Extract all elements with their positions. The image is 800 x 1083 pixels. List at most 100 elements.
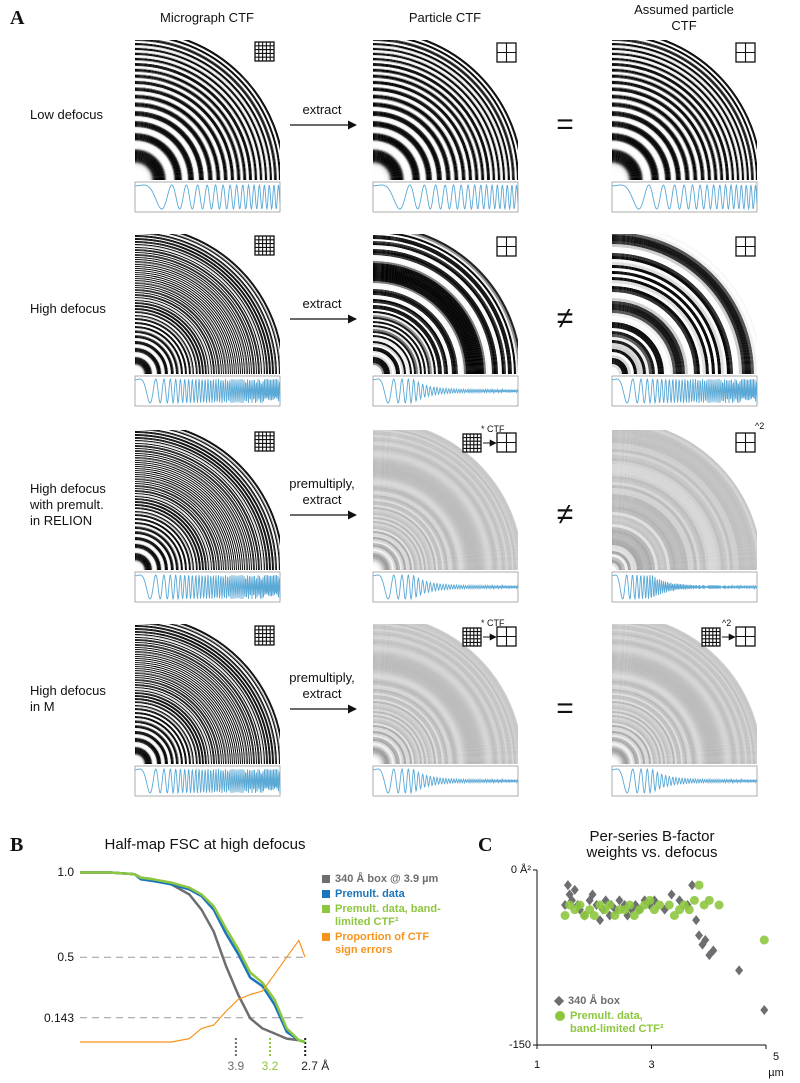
row-label: High defocus — [30, 301, 106, 316]
relation-symbol: ≠ — [556, 498, 574, 531]
grid-icon — [735, 236, 756, 257]
legend-swatch — [555, 1011, 565, 1021]
profile-line — [135, 767, 281, 795]
grid-icon — [735, 626, 756, 647]
icon-note: ^2 — [755, 421, 765, 431]
point — [580, 911, 590, 920]
profile-line — [373, 767, 519, 795]
icon-note: * CTF — [481, 424, 505, 434]
icon-frame — [462, 627, 482, 647]
relation-symbol: = — [556, 692, 574, 725]
series-line — [80, 939, 306, 1043]
chart-title: Per-series B-factor weights vs. defocus — [586, 828, 718, 861]
point — [695, 930, 704, 941]
point — [760, 1005, 769, 1015]
legend-label: 340 Å box @ 3.9 µm — [335, 873, 439, 885]
profile-line — [373, 573, 519, 601]
legend-entry: Proportion of CTF sign errors — [322, 931, 447, 957]
profile-line — [373, 377, 519, 405]
grid-icon — [496, 42, 517, 63]
action-label: extract — [302, 296, 342, 311]
panel-label: B — [10, 834, 24, 856]
ctf-ring — [612, 178, 614, 180]
icon-note: * CTF — [481, 618, 505, 628]
point — [684, 905, 694, 915]
point — [588, 889, 597, 900]
profile-line — [135, 377, 281, 405]
column-heading: Assumed particle CTF — [634, 2, 734, 33]
chart-title: Half-map FSC at high defocus — [104, 836, 306, 853]
x-tick-label: 2.7 Å — [301, 1059, 330, 1073]
legend-entry: Premult. data, band-limited CTF² — [322, 903, 447, 929]
ctf-ring — [612, 372, 614, 374]
ctf-ring — [135, 178, 137, 180]
point — [664, 900, 674, 910]
icon-note: ^2 — [722, 618, 732, 628]
y-tick-label: 0 Å² — [510, 864, 531, 876]
x-tick-label: 3.9 — [227, 1059, 245, 1073]
grid-icon — [735, 42, 756, 63]
legend-entry: Premult. data — [322, 888, 447, 901]
point — [667, 889, 676, 900]
point — [714, 900, 724, 910]
panel-label: C — [478, 834, 493, 856]
ctf-ring — [373, 372, 375, 374]
grid-icon — [701, 627, 721, 647]
profile-line — [612, 574, 758, 601]
icon-frame — [701, 627, 721, 647]
panel-label: A — [10, 7, 25, 29]
ctf-ring — [373, 762, 375, 764]
point — [563, 880, 572, 891]
legend-entry: Premult. data, band-limited CTF² — [555, 1010, 675, 1036]
grid-icon — [735, 432, 756, 453]
point — [759, 935, 769, 945]
point — [701, 935, 710, 945]
icon-frame — [254, 431, 275, 452]
legend-entry: 340 Å box @ 3.9 µm — [322, 873, 447, 886]
grid-icon — [496, 432, 517, 453]
legend-label: 340 Å box — [568, 995, 620, 1007]
row-label: High defocus with premult. in RELION — [30, 481, 106, 528]
legend-entry: 340 Å box — [553, 995, 675, 1008]
point — [735, 965, 744, 976]
grid-icon — [496, 236, 517, 257]
grid-icon — [462, 433, 482, 453]
legend-label: Proportion of CTF sign errors — [335, 931, 430, 956]
column-heading: Particle CTF — [408, 10, 482, 25]
point — [655, 900, 665, 910]
point — [589, 911, 599, 920]
ctf-ring — [612, 762, 614, 764]
ctf-ring — [135, 568, 137, 570]
point — [560, 911, 570, 920]
point — [704, 895, 714, 905]
legend-swatch — [322, 933, 330, 941]
ctf-ring — [612, 568, 614, 570]
grid-icon — [254, 41, 275, 62]
ctf-ring — [135, 372, 137, 374]
y-tick-label: 1.0 — [57, 865, 74, 880]
action-label: extract — [302, 102, 342, 117]
row-label: Low defocus — [30, 107, 103, 122]
profile-line — [612, 183, 758, 211]
relation-symbol: ≠ — [556, 302, 574, 335]
point — [694, 880, 704, 890]
x-tick-label: 5 µm — [768, 1051, 784, 1079]
profile-line — [612, 377, 758, 405]
legend-swatch — [322, 875, 330, 883]
legend-swatch — [322, 890, 330, 898]
point — [605, 900, 615, 910]
legend-label: Premult. data — [335, 888, 405, 900]
point — [575, 900, 585, 910]
x-tick-label: 1 — [533, 1059, 541, 1071]
y-tick-label: 0.143 — [43, 1010, 74, 1025]
point — [570, 884, 579, 895]
point — [692, 915, 701, 926]
profile-line — [135, 573, 281, 601]
profile-line — [373, 183, 519, 211]
legend-label: Premult. data, band-limited CTF² — [335, 903, 441, 928]
action-label: premultiply, extract — [289, 670, 355, 701]
legend: 340 Å box @ 3.9 µm Premult. data Premult. … — [322, 873, 447, 957]
x-tick-label: 3 — [648, 1059, 655, 1071]
